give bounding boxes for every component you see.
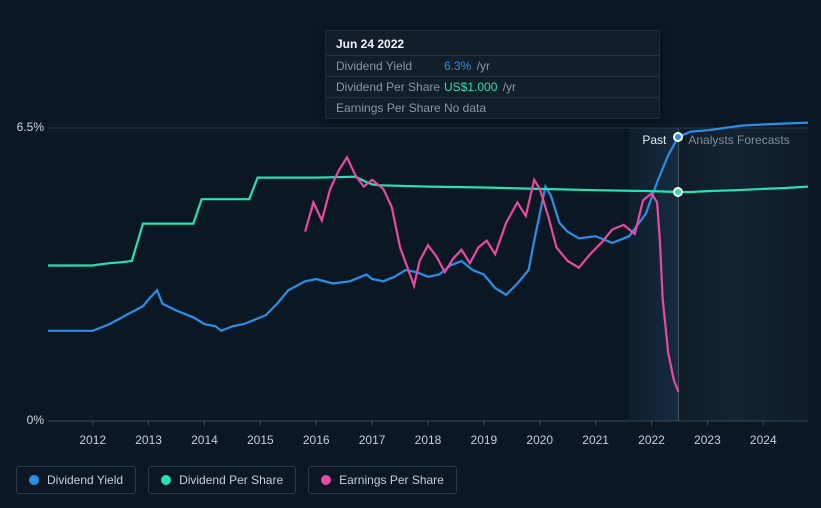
chart-container: 0%6.5% Past Analysts Forecasts 201220132… bbox=[0, 0, 821, 508]
x-axis-labels: 2012 2013 2014 2015 2016 2017 2018 2019 2020 2021… bbox=[48, 433, 808, 451]
x-tick-label: 2022 bbox=[638, 433, 665, 447]
x-tick-label: 2021 bbox=[582, 433, 609, 447]
plot-area[interactable] bbox=[48, 128, 808, 421]
tooltip-row-key: Dividend Yield bbox=[336, 59, 444, 73]
x-tick-label: 2023 bbox=[694, 433, 721, 447]
tooltip-row-key: Earnings Per Share bbox=[336, 101, 444, 115]
x-tick-label: 2017 bbox=[359, 433, 386, 447]
tooltip-row-value: No data bbox=[444, 101, 486, 115]
legend-label: Dividend Per Share bbox=[179, 473, 283, 487]
legend-swatch bbox=[321, 475, 331, 485]
series-dividend_yield bbox=[48, 123, 808, 331]
hover-tooltip: Jun 24 2022 Dividend Yield6.3% /yrDivide… bbox=[325, 30, 660, 119]
highlight-dot bbox=[673, 132, 683, 142]
legend-item-dividend_yield[interactable]: Dividend Yield bbox=[16, 466, 136, 494]
y-tick-label: 0% bbox=[0, 414, 44, 426]
legend-item-earnings_per_share[interactable]: Earnings Per Share bbox=[308, 466, 457, 494]
x-tick-label: 2015 bbox=[247, 433, 274, 447]
legend-label: Dividend Yield bbox=[47, 473, 123, 487]
series-dividend_per_share bbox=[48, 177, 808, 266]
tooltip-row-value: US$1.000 /yr bbox=[444, 80, 516, 94]
highlight-dot bbox=[673, 187, 683, 197]
x-tick-label: 2019 bbox=[471, 433, 498, 447]
forecast-label: Analysts Forecasts bbox=[688, 133, 789, 147]
tooltip-row-value: 6.3% /yr bbox=[444, 59, 490, 73]
y-tick-label: 6.5% bbox=[0, 121, 44, 133]
legend-swatch bbox=[161, 475, 171, 485]
series-earnings_per_share bbox=[305, 157, 678, 391]
legend-swatch bbox=[29, 475, 39, 485]
legend-item-dividend_per_share[interactable]: Dividend Per Share bbox=[148, 466, 296, 494]
x-tick-label: 2020 bbox=[526, 433, 553, 447]
tooltip-row-key: Dividend Per Share bbox=[336, 80, 444, 94]
past-label: Past bbox=[642, 133, 666, 147]
legend-label: Earnings Per Share bbox=[339, 473, 444, 487]
x-tick-label: 2016 bbox=[303, 433, 330, 447]
x-tick-label: 2024 bbox=[750, 433, 777, 447]
x-tick-label: 2014 bbox=[191, 433, 218, 447]
legend: Dividend Yield Dividend Per Share Earnings… bbox=[16, 466, 457, 494]
tooltip-row: Dividend Per ShareUS$1.000 /yr bbox=[326, 76, 659, 97]
x-tick-label: 2012 bbox=[79, 433, 106, 447]
x-tick-label: 2013 bbox=[135, 433, 162, 447]
x-tick-label: 2018 bbox=[415, 433, 442, 447]
chart-svg bbox=[48, 128, 808, 421]
tooltip-row: Earnings Per ShareNo data bbox=[326, 97, 659, 118]
tooltip-row: Dividend Yield6.3% /yr bbox=[326, 55, 659, 76]
tooltip-title: Jun 24 2022 bbox=[326, 31, 659, 55]
